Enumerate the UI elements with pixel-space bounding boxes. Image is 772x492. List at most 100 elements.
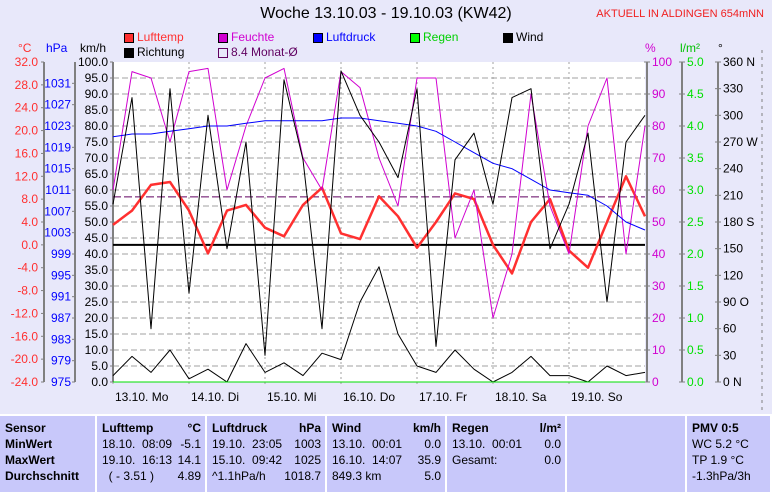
rain-tick-label: 1.0 <box>687 311 704 325</box>
x-tick-label: 15.10. Mi <box>267 390 316 404</box>
temp-tick-label: 24.0 <box>15 101 39 115</box>
column-header: Sensor <box>5 420 91 436</box>
cell-text: 35.9 <box>418 452 441 468</box>
column-header: Regen l/m² <box>452 420 561 436</box>
wind-tick-label: 80.0 <box>85 119 109 133</box>
header-text: l/m² <box>540 420 561 436</box>
rain-tick-label: 3.0 <box>687 183 704 197</box>
table-cell-row: TP 1.9 °C <box>692 452 766 468</box>
cell-text: 0.0 <box>544 452 561 468</box>
pressure-tick-label: 995 <box>51 268 71 282</box>
rain-tick-label: 0.0 <box>687 375 704 389</box>
rain-tick-label: 5.0 <box>687 55 704 69</box>
axis-unit-label: °C <box>18 41 32 55</box>
rain-tick-label: 4.0 <box>687 119 704 133</box>
humidity-tick-label: 60 <box>652 183 666 197</box>
pressure-tick-label: 1007 <box>44 204 71 218</box>
rain-tick-label: 0.5 <box>687 343 704 357</box>
header-text: km/h <box>413 420 441 436</box>
x-tick-label: 13.10. Mo <box>115 390 169 404</box>
table-cell-row: MaxWert <box>5 452 91 468</box>
cell-text: MinWert <box>5 436 52 452</box>
temp-tick-label: -24.0 <box>11 375 39 389</box>
cell-text: WC 5.2 °C <box>692 436 749 452</box>
wind-tick-label: 5.0 <box>91 359 108 373</box>
header-text: °C <box>188 420 201 436</box>
temp-tick-label: 16.0 <box>15 146 39 160</box>
cell-text: 1003 <box>294 436 321 452</box>
cell-text: TP 1.9 °C <box>692 452 744 468</box>
wind-tick-label: 60.0 <box>85 183 109 197</box>
cell-text: 14.1 <box>178 452 201 468</box>
x-tick-label: 14.10. Di <box>191 390 239 404</box>
temp-tick-label: 12.0 <box>15 169 39 183</box>
weather-chart: 13.10. Mo 14.10. Di 15.10. Mi 16.10. Do 17.1… <box>0 0 772 412</box>
axis-unit-label: km/h <box>80 41 106 55</box>
x-tick-label: 16.10. Do <box>343 390 395 404</box>
cell-text: 1025 <box>294 452 321 468</box>
x-tick-label: 17.10. Fr <box>419 390 467 404</box>
direction-tick-label: 300 <box>723 108 743 122</box>
header-text: hPa <box>299 420 321 436</box>
wind-tick-label: 90.0 <box>85 87 109 101</box>
cell-text: -1.3hPa/3h <box>692 468 751 484</box>
table-cell-row: ( - 3.51 )4.89 <box>102 468 201 484</box>
direction-tick-label: 360 N <box>723 55 755 69</box>
humidity-tick-label: 50 <box>652 215 666 229</box>
wind-tick-label: 55.0 <box>85 199 109 213</box>
wind-tick-label: 70.0 <box>85 151 109 165</box>
direction-tick-label: 240 <box>723 162 743 176</box>
table-cell-row: WC 5.2 °C <box>692 436 766 452</box>
cell-text: Gesamt: <box>452 452 497 468</box>
header-text: Lufttemp <box>102 420 153 436</box>
wind-tick-label: 10.0 <box>85 343 109 357</box>
axis-unit-label: l/m² <box>680 41 700 55</box>
table-cell-row: MinWert <box>5 436 91 452</box>
table-cell-row: Durchschnitt <box>5 468 91 484</box>
direction-tick-label: 30 <box>723 348 737 362</box>
rain-tick-label: 4.5 <box>687 87 704 101</box>
cell-text: ^1.1hPa/h <box>212 468 266 484</box>
direction-tick-label: 180 S <box>723 215 754 229</box>
x-tick-label: 19.10. So <box>571 390 623 404</box>
humidity-tick-label: 40 <box>652 247 666 261</box>
table-cell-row: 19.10. 23:05 1003 <box>212 436 321 452</box>
pressure-tick-label: 987 <box>51 311 71 325</box>
pressure-tick-label: 979 <box>51 354 71 368</box>
temp-tick-label: 8.0 <box>21 192 38 206</box>
cell-text: -5.1 <box>180 436 201 452</box>
header-text: Regen <box>452 420 489 436</box>
cell-text: ( - 3.51 ) <box>102 468 154 484</box>
wind-tick-label: 15.0 <box>85 327 109 341</box>
humidity-tick-label: 20 <box>652 311 666 325</box>
wind-tick-label: 0.0 <box>91 375 108 389</box>
table-column <box>567 416 687 492</box>
pressure-tick-label: 1015 <box>44 162 71 176</box>
wind-tick-label: 35.0 <box>85 263 109 277</box>
wind-tick-label: 45.0 <box>85 231 109 245</box>
pressure-tick-label: 975 <box>51 375 71 389</box>
temp-tick-label: 0.0 <box>21 238 38 252</box>
table-cell-row: ^1.1hPa/h 1018.7 <box>212 468 321 484</box>
direction-tick-label: 120 <box>723 268 743 282</box>
cell-text: Durchschnitt <box>5 468 79 484</box>
direction-tick-label: 150 <box>723 242 743 256</box>
header-text: PMV 0:5 <box>692 420 739 436</box>
humidity-tick-label: 70 <box>652 151 666 165</box>
cell-text: 19.10. 23:05 <box>212 436 282 452</box>
rain-tick-label: 2.5 <box>687 215 704 229</box>
cell-text: 1018.7 <box>284 468 321 484</box>
cell-text: 18.10. 08:09 <box>102 436 172 452</box>
table-cell-row: -1.3hPa/3h <box>692 468 766 484</box>
humidity-tick-label: 90 <box>652 87 666 101</box>
